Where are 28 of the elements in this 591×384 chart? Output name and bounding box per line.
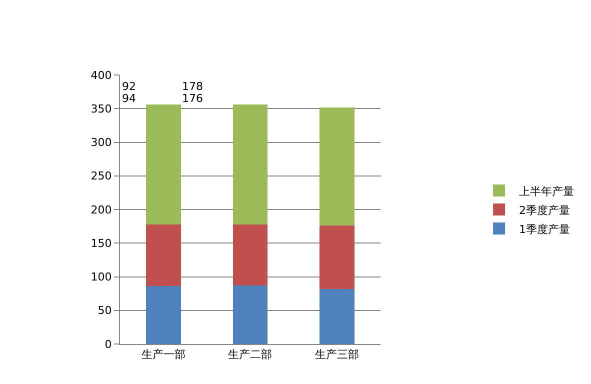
annotation: 92 (122, 80, 136, 93)
bar (146, 104, 181, 224)
y-tick-label: 100 (90, 270, 112, 284)
bar (146, 286, 181, 344)
bar (232, 104, 268, 224)
bar (320, 226, 354, 289)
x-tick-label: 生产一部 (141, 348, 186, 362)
y-tick-label: 50 (98, 304, 112, 318)
bar (232, 224, 268, 286)
y-tick-label: 0 (104, 338, 112, 351)
y-tick-label: 250 (90, 170, 112, 183)
bar (320, 288, 354, 344)
bar (232, 285, 268, 344)
legend-label: 上半年产量 (519, 184, 574, 198)
legend-label: 2季度产量 (519, 204, 570, 217)
x-tick-label: 生产二部 (228, 348, 272, 362)
y-tick-label: 400 (90, 68, 112, 82)
bar (320, 107, 354, 226)
y-tick-label: 350 (90, 102, 112, 116)
y-tick-label: 300 (90, 136, 112, 150)
annotation: 176 (182, 92, 203, 105)
x-tick-label: 生产三部 (315, 348, 360, 362)
y-tick-label: 200 (90, 203, 112, 216)
annotation: 178 (182, 80, 203, 93)
y-tick-label: 150 (90, 236, 112, 250)
legend-label: 1季度产量 (519, 222, 570, 236)
annotation: 94 (122, 92, 136, 105)
bar (146, 224, 181, 286)
